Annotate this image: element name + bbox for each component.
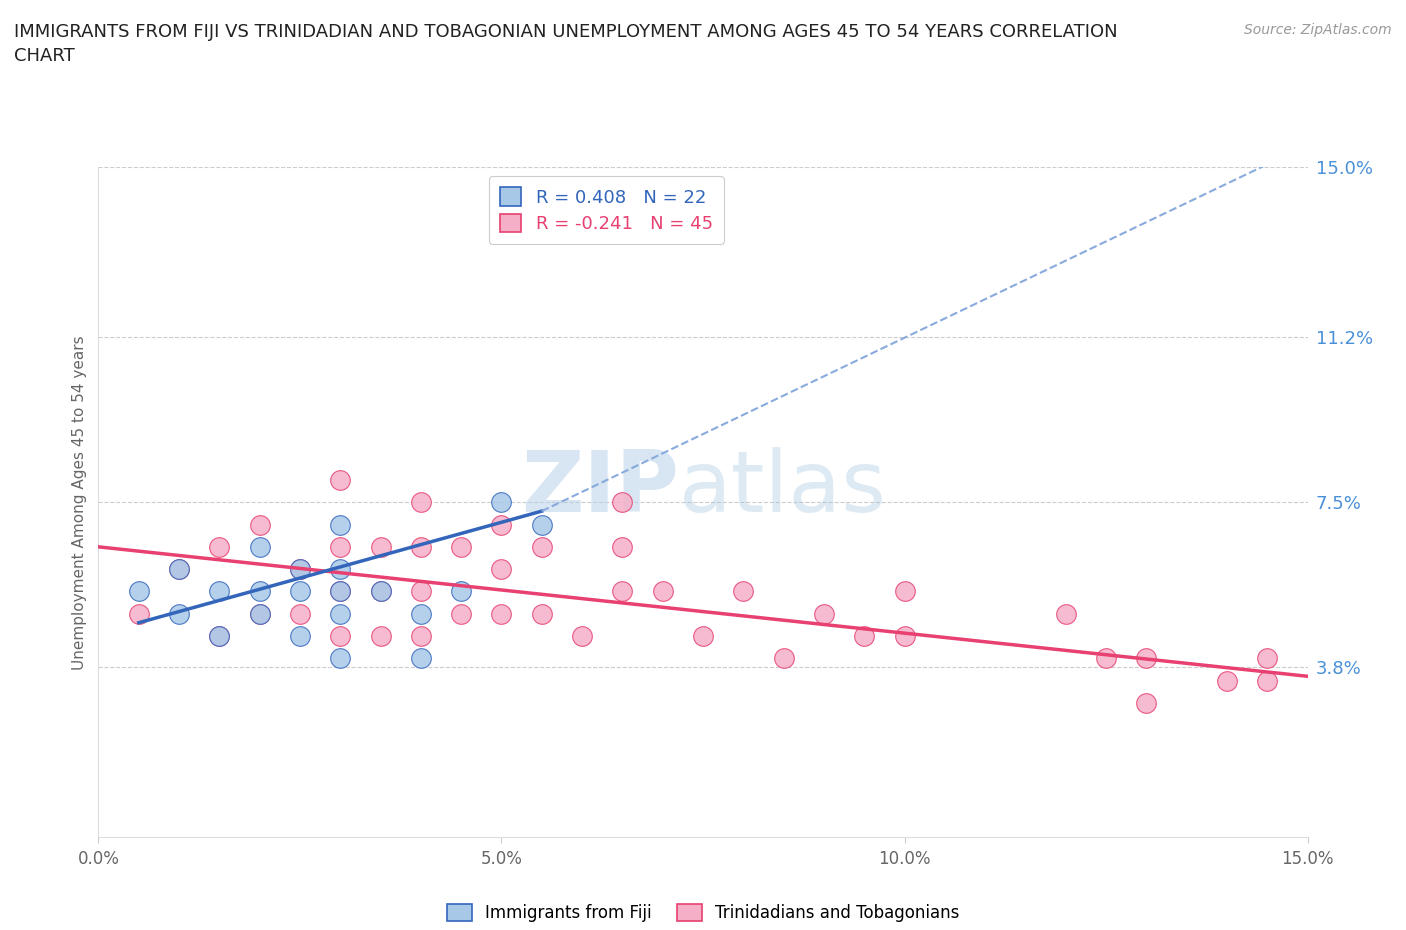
Point	[1135, 651, 1157, 666]
Point	[651, 584, 673, 599]
Point	[128, 606, 150, 621]
Point	[1135, 696, 1157, 711]
Point	[128, 584, 150, 599]
Point	[893, 629, 915, 644]
Point	[491, 606, 513, 621]
Point	[329, 629, 352, 644]
Point	[329, 517, 352, 532]
Text: Source: ZipAtlas.com: Source: ZipAtlas.com	[1244, 23, 1392, 37]
Point	[329, 472, 352, 487]
Point	[409, 495, 432, 510]
Point	[329, 584, 352, 599]
Point	[329, 539, 352, 554]
Point	[409, 584, 432, 599]
Point	[1054, 606, 1077, 621]
Point	[167, 562, 190, 577]
Point	[249, 584, 271, 599]
Legend: Immigrants from Fiji, Trinidadians and Tobagonians: Immigrants from Fiji, Trinidadians and T…	[440, 897, 966, 929]
Point	[813, 606, 835, 621]
Point	[370, 584, 392, 599]
Point	[692, 629, 714, 644]
Point	[772, 651, 794, 666]
Point	[167, 562, 190, 577]
Point	[1095, 651, 1118, 666]
Point	[530, 539, 553, 554]
Point	[1216, 673, 1239, 688]
Point	[1256, 673, 1278, 688]
Point	[409, 651, 432, 666]
Point	[329, 562, 352, 577]
Text: atlas: atlas	[679, 447, 887, 530]
Point	[491, 562, 513, 577]
Point	[530, 606, 553, 621]
Point	[450, 606, 472, 621]
Point	[370, 584, 392, 599]
Point	[288, 562, 311, 577]
Point	[491, 517, 513, 532]
Point	[409, 629, 432, 644]
Point	[249, 539, 271, 554]
Point	[208, 584, 231, 599]
Point	[288, 606, 311, 621]
Point	[893, 584, 915, 599]
Point	[249, 606, 271, 621]
Point	[612, 539, 634, 554]
Point	[853, 629, 876, 644]
Point	[409, 606, 432, 621]
Text: ZIP: ZIP	[522, 447, 679, 530]
Point	[329, 651, 352, 666]
Point	[167, 606, 190, 621]
Point	[612, 584, 634, 599]
Point	[370, 629, 392, 644]
Point	[329, 606, 352, 621]
Point	[450, 584, 472, 599]
Point	[288, 562, 311, 577]
Point	[249, 517, 271, 532]
Point	[1256, 651, 1278, 666]
Point	[249, 606, 271, 621]
Point	[409, 539, 432, 554]
Point	[208, 629, 231, 644]
Text: IMMIGRANTS FROM FIJI VS TRINIDADIAN AND TOBAGONIAN UNEMPLOYMENT AMONG AGES 45 TO: IMMIGRANTS FROM FIJI VS TRINIDADIAN AND …	[14, 23, 1118, 65]
Point	[571, 629, 593, 644]
Point	[450, 539, 472, 554]
Point	[370, 539, 392, 554]
Point	[491, 495, 513, 510]
Point	[329, 584, 352, 599]
Point	[733, 584, 755, 599]
Point	[208, 539, 231, 554]
Point	[208, 629, 231, 644]
Point	[530, 517, 553, 532]
Point	[288, 584, 311, 599]
Y-axis label: Unemployment Among Ages 45 to 54 years: Unemployment Among Ages 45 to 54 years	[72, 335, 87, 670]
Point	[612, 495, 634, 510]
Point	[288, 629, 311, 644]
